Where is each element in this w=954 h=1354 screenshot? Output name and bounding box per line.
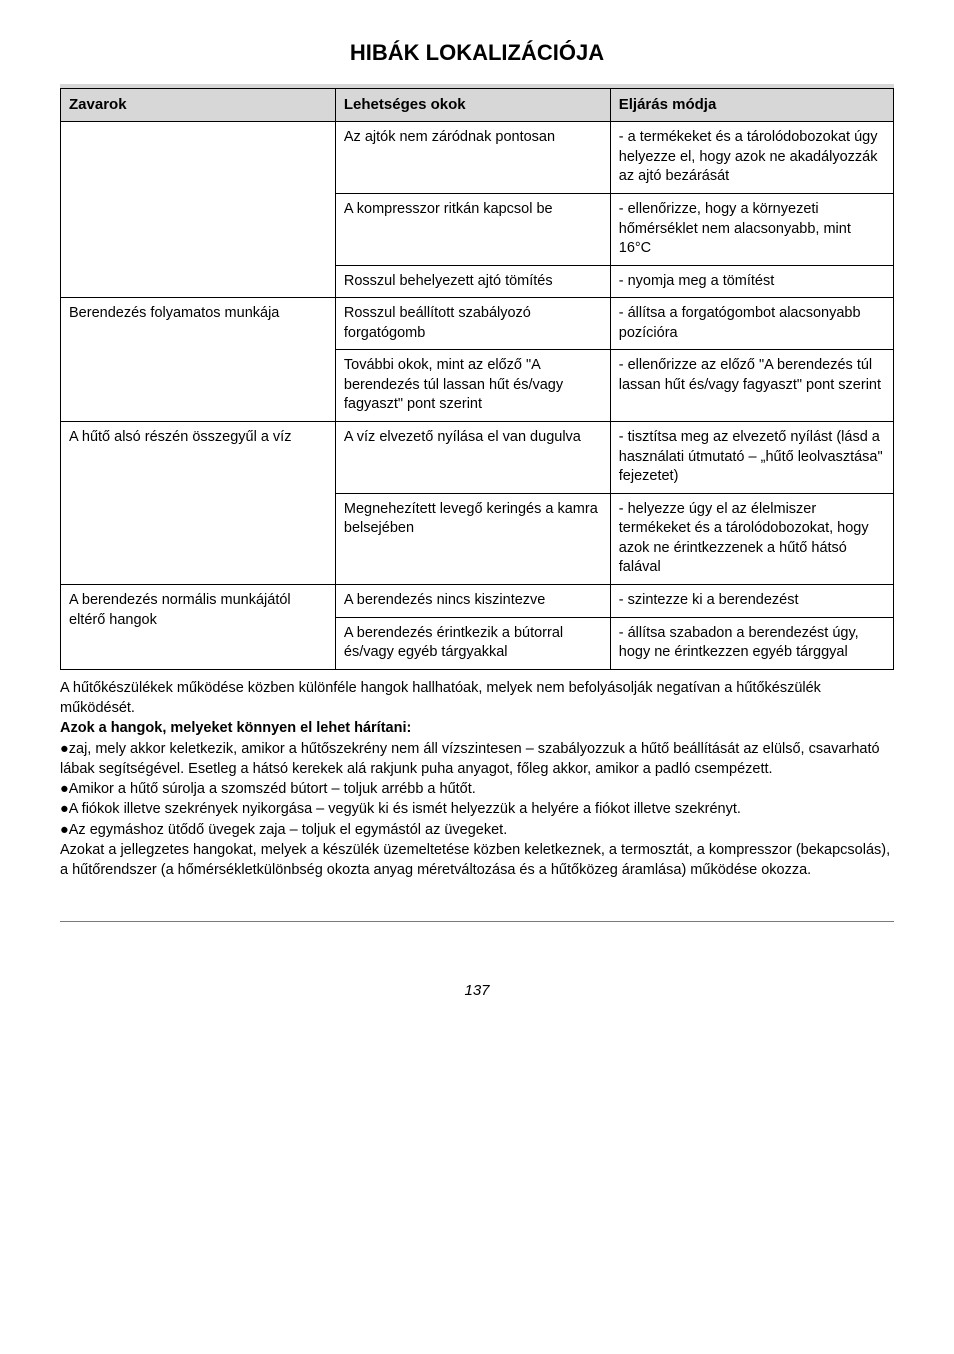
cell-okok: Rosszul beállított szabályozó forgatógom… (335, 298, 610, 350)
bullet-line: ●A fiókok illetve szekrények nyikorgása … (60, 799, 894, 819)
troubleshooting-table: Zavarok Lehetséges okok Eljárás módja Az… (60, 88, 894, 670)
table-row: Berendezés folyamatos munkája Rosszul be… (61, 298, 894, 350)
bullet-text: Az egymáshoz ütődő üvegek zaja – toljuk … (69, 822, 507, 838)
cell-okok: Az ajtók nem záródnak pontosan (335, 122, 610, 194)
cell-eljaras: - szintezze ki a berendezést (610, 584, 893, 617)
cell-zavarok: A hűtő alsó részén összegy­űl a víz (61, 422, 336, 585)
page-title: HIBÁK LOKALIZÁCIÓJA (60, 40, 894, 66)
th-okok: Lehetséges okok (335, 89, 610, 122)
table-row: A berendezés normális mun­kájától eltérő… (61, 584, 894, 617)
bullet-line: ●Amikor a hűtő súrolja a szomszéd bútort… (60, 779, 894, 799)
cell-okok: A víz elvezető nyílása el van dugulva (335, 422, 610, 494)
paragraph: A hűtőkészülékek működése közben különfé… (60, 678, 894, 719)
bullet-text: zaj, mely akkor keletkezik, amikor a hűt… (60, 741, 880, 777)
cell-eljaras: - tisztítsa meg az elvezető nyílást (lás… (610, 422, 893, 494)
cell-eljaras: - állítsa a forgatógombot alacsonyabb po… (610, 298, 893, 350)
paragraph: Azokat a jellegzetes hangokat, melyek a … (60, 840, 894, 881)
bullet-line: ●Az egymáshoz ütődő üvegek zaja – toljuk… (60, 820, 894, 840)
cell-okok: A kompresszor ritkán kapc­sol be (335, 193, 610, 265)
cell-eljaras: - ellenőrizze az előző "A be­rendezés tú… (610, 350, 893, 422)
bullet-icon: ● (60, 801, 69, 817)
cell-okok: Megnehezített levegő kerin­gés a kamra b… (335, 493, 610, 584)
divider-bottom (60, 921, 894, 923)
bullet-text: A fiókok illetve szekrények nyikorgása –… (69, 801, 741, 817)
cell-eljaras: - helyezze úgy el az élel­miszer terméke… (610, 493, 893, 584)
page-number: 137 (60, 982, 894, 999)
cell-okok: A berendezés érintkezik a bútorral és/va… (335, 617, 610, 669)
cell-okok: További okok, mint az előző "A berendezé… (335, 350, 610, 422)
paragraph-bold: Azok a hangok, melyeket könnyen el lehet… (60, 718, 894, 738)
th-zavarok: Zavarok (61, 89, 336, 122)
bullet-icon: ● (60, 781, 69, 797)
table-header-row: Zavarok Lehetséges okok Eljárás módja (61, 89, 894, 122)
bullet-line: ●zaj, mely akkor keletkezik, amikor a hű… (60, 739, 894, 780)
cell-eljaras: - állítsa szabadon a beren­dezést úgy, h… (610, 617, 893, 669)
cell-eljaras: - a termékeket és a tároló­dobozokat úgy… (610, 122, 893, 194)
cell-eljaras: - nyomja meg a tömítést (610, 265, 893, 298)
cell-zavarok: Berendezés folyamatos munkája (61, 298, 336, 422)
cell-okok: A berendezés nincs kiszin­tezve (335, 584, 610, 617)
table-row: A hűtő alsó részén összegy­űl a víz A ví… (61, 422, 894, 494)
bullet-icon: ● (60, 822, 69, 838)
bullet-text: Amikor a hűtő súrolja a szomszéd bútort … (69, 781, 476, 797)
bullet-icon: ● (60, 741, 69, 757)
cell-zavarok: A berendezés normális mun­kájától eltérő… (61, 584, 336, 669)
table-row: Az ajtók nem záródnak pontosan - a termé… (61, 122, 894, 194)
th-eljaras: Eljárás módja (610, 89, 893, 122)
cell-eljaras: - ellenőrizze, hogy a kör­nyezeti hőmérs… (610, 193, 893, 265)
cell-okok: Rosszul behelyezett ajtó tömítés (335, 265, 610, 298)
body-text-block: A hűtőkészülékek működése közben különfé… (60, 678, 894, 881)
cell-zavarok (61, 122, 336, 298)
